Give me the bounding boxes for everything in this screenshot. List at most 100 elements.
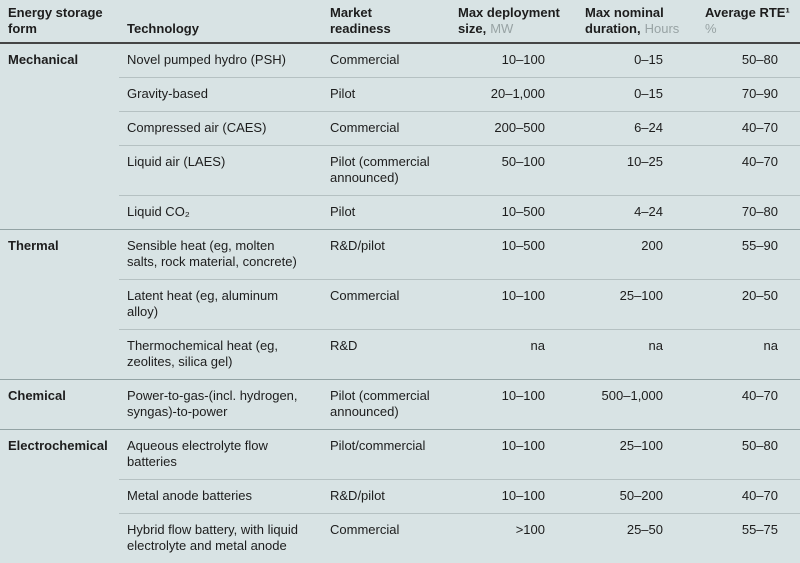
technology-cell: Compressed air (CAES) — [119, 112, 322, 146]
avg-rte-cell: 20–50 — [697, 280, 800, 330]
avg-rte-cell: 50–80 — [697, 43, 800, 78]
max-duration-cell: 25–100 — [577, 430, 697, 480]
header-line: Max deployment — [458, 5, 577, 21]
table-row: Electrochemical Aqueous electrolyte flow… — [0, 430, 800, 480]
technology-cell: Gravity-based — [119, 78, 322, 112]
technology-cell: Aqueous electrolyte flow batteries — [119, 430, 322, 480]
header-line: % — [705, 21, 800, 37]
technology-cell: Novel pumped hydro (PSH) — [119, 43, 322, 78]
max-size-cell: 10–500 — [450, 230, 577, 280]
readiness-cell: R&D/pilot — [322, 480, 450, 514]
readiness-cell: Commercial — [322, 43, 450, 78]
avg-rte-cell: 40–70 — [697, 480, 800, 514]
readiness-cell: Pilot (commercial announced) — [322, 146, 450, 196]
table-row: Thermochemical heat (eg, zeolites, silic… — [0, 330, 800, 380]
max-duration-cell: 6–24 — [577, 112, 697, 146]
max-duration-cell: 0–15 — [577, 78, 697, 112]
max-size-cell: na — [450, 330, 577, 380]
header-average-rte: Average RTE¹ % — [697, 0, 800, 43]
header-line: size, MW — [458, 21, 577, 37]
header-line: Technology — [127, 21, 322, 37]
table-row: Thermal Sensible heat (eg, molten salts,… — [0, 230, 800, 280]
unit-label: MW — [490, 21, 513, 36]
header-line: duration, Hours — [585, 21, 697, 37]
avg-rte-cell: 55–75 — [697, 514, 800, 563]
table-row: Compressed air (CAES) Commercial 200–500… — [0, 112, 800, 146]
avg-rte-cell: 55–90 — [697, 230, 800, 280]
avg-rte-cell: 70–80 — [697, 196, 800, 230]
technology-cell: Liquid air (LAES) — [119, 146, 322, 196]
form-cell: Electrochemical — [0, 430, 119, 563]
avg-rte-cell: 40–70 — [697, 380, 800, 430]
readiness-cell: Pilot (commercial announced) — [322, 380, 450, 430]
max-duration-cell: 25–50 — [577, 514, 697, 563]
header-energy-storage-form: Energy storage form — [0, 0, 119, 43]
max-size-cell: 10–100 — [450, 380, 577, 430]
header-technology: Technology — [119, 0, 322, 43]
readiness-cell: Pilot — [322, 196, 450, 230]
technology-cell: Power-to-gas-(incl. hydrogen, syngas)-to… — [119, 380, 322, 430]
max-duration-cell: 50–200 — [577, 480, 697, 514]
max-size-cell: 10–100 — [450, 43, 577, 78]
max-duration-cell: 25–100 — [577, 280, 697, 330]
technology-cell: Sensible heat (eg, molten salts, rock ma… — [119, 230, 322, 280]
readiness-cell: Commercial — [322, 514, 450, 563]
max-size-cell: 10–100 — [450, 480, 577, 514]
avg-rte-cell: 50–80 — [697, 430, 800, 480]
max-size-cell: 50–100 — [450, 146, 577, 196]
max-size-cell: 200–500 — [450, 112, 577, 146]
readiness-cell: Pilot/commercial — [322, 430, 450, 480]
max-size-cell: >100 — [450, 514, 577, 563]
header-line: Energy storage — [8, 5, 119, 21]
table-row: Metal anode batteries R&D/pilot 10–100 5… — [0, 480, 800, 514]
header-line: form — [8, 21, 119, 37]
table-row: Gravity-based Pilot 20–1,000 0–15 70–90 — [0, 78, 800, 112]
max-duration-cell: na — [577, 330, 697, 380]
table-row: Hybrid flow battery, with liquid electro… — [0, 514, 800, 563]
max-duration-cell: 4–24 — [577, 196, 697, 230]
avg-rte-cell: 40–70 — [697, 112, 800, 146]
max-size-cell: 10–500 — [450, 196, 577, 230]
header-row: Energy storage form Technology Market re… — [0, 0, 800, 43]
table-row: Chemical Power-to-gas-(incl. hydrogen, s… — [0, 380, 800, 430]
technology-cell: Metal anode batteries — [119, 480, 322, 514]
readiness-cell: Commercial — [322, 280, 450, 330]
max-duration-cell: 10–25 — [577, 146, 697, 196]
table-header: Energy storage form Technology Market re… — [0, 0, 800, 43]
technology-cell: Latent heat (eg, aluminum alloy) — [119, 280, 322, 330]
header-line-bold: duration, — [585, 21, 641, 36]
max-duration-cell: 0–15 — [577, 43, 697, 78]
technology-cell: Thermochemical heat (eg, zeolites, silic… — [119, 330, 322, 380]
header-market-readiness: Market readiness — [322, 0, 450, 43]
avg-rte-cell: 40–70 — [697, 146, 800, 196]
max-duration-cell: 200 — [577, 230, 697, 280]
unit-label: Hours — [645, 21, 680, 36]
technology-cell: Hybrid flow battery, with liquid electro… — [119, 514, 322, 563]
unit-label: % — [705, 21, 717, 36]
max-duration-cell: 500–1,000 — [577, 380, 697, 430]
header-max-nominal-duration: Max nominal duration, Hours — [577, 0, 697, 43]
form-cell: Thermal — [0, 230, 119, 380]
header-line-bold: size, — [458, 21, 486, 36]
avg-rte-cell: na — [697, 330, 800, 380]
form-cell: Mechanical — [0, 43, 119, 230]
form-cell: Chemical — [0, 380, 119, 430]
technology-cell: Liquid CO₂ — [119, 196, 322, 230]
header-line: readiness — [330, 21, 450, 37]
readiness-cell: Pilot — [322, 78, 450, 112]
header-line: Market — [330, 5, 450, 21]
table-body: Mechanical Novel pumped hydro (PSH) Comm… — [0, 43, 800, 563]
header-line: Max nominal — [585, 5, 697, 21]
avg-rte-cell: 70–90 — [697, 78, 800, 112]
readiness-cell: R&D — [322, 330, 450, 380]
header-line: Average RTE¹ — [705, 5, 800, 21]
readiness-cell: R&D/pilot — [322, 230, 450, 280]
max-size-cell: 10–100 — [450, 430, 577, 480]
max-size-cell: 20–1,000 — [450, 78, 577, 112]
header-max-deployment-size: Max deployment size, MW — [450, 0, 577, 43]
readiness-cell: Commercial — [322, 112, 450, 146]
table-row: Liquid CO₂ Pilot 10–500 4–24 70–80 — [0, 196, 800, 230]
max-size-cell: 10–100 — [450, 280, 577, 330]
table-row: Latent heat (eg, aluminum alloy) Commerc… — [0, 280, 800, 330]
